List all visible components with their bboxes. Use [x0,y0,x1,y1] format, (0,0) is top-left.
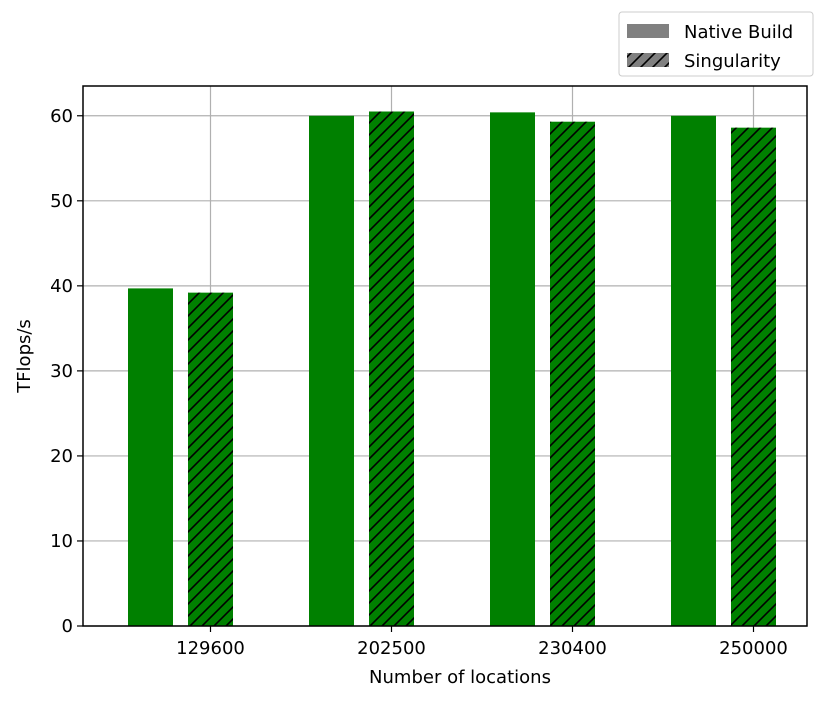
bar-hatch [550,121,595,626]
bar-native-build [490,112,535,627]
y-tick-label: 50 [50,191,73,212]
legend: Native Build Singularity [618,11,814,77]
bar-native-build [128,288,173,626]
x-axis-ticks: 129600 202500 230400 250000 [176,626,788,659]
bar-native-build [671,115,716,626]
y-tick-label: 20 [50,446,73,467]
bar-hatch [188,292,233,626]
x-tick-label: 202500 [357,638,426,659]
x-axis-label: Number of locations [369,667,551,688]
bar-native-build [309,115,354,626]
y-tick-label: 10 [50,531,73,552]
x-tick-label: 250000 [719,638,788,659]
y-axis-ticks: 0 10 20 30 40 50 60 [50,106,83,637]
y-axis-label: TFlops/s [14,319,35,394]
legend-label-native-build: Native Build [684,22,793,43]
plot-frame [82,85,808,627]
y-tick-label: 40 [50,276,73,297]
bar-hatch [731,127,776,627]
y-tick-label: 30 [50,361,73,382]
legend-label-singularity: Singularity [684,51,781,72]
bars [128,111,776,627]
x-tick-label: 129600 [176,638,245,659]
bar-hatch [369,111,414,626]
legend-patch-native-build [627,24,669,38]
y-tick-label: 60 [50,106,73,127]
legend-patch-singularity-hatch [627,53,669,67]
x-tick-label: 230400 [538,638,607,659]
y-tick-label: 0 [62,616,73,637]
